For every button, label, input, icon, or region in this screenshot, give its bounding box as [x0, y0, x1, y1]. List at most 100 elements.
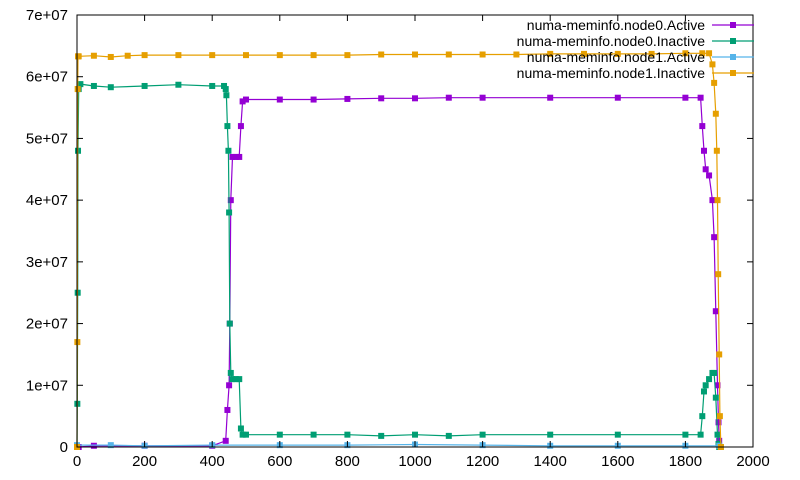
series-0	[74, 94, 724, 450]
data-point	[221, 82, 228, 89]
data-point	[310, 52, 317, 59]
data-point	[232, 153, 239, 160]
data-point	[547, 50, 554, 57]
data-point	[226, 209, 233, 216]
data-point	[226, 320, 233, 327]
y-tick-label: 3e+07	[26, 254, 68, 271]
data-point	[711, 234, 718, 241]
data-point	[226, 382, 233, 389]
data-point	[90, 442, 97, 449]
series-layer	[74, 50, 724, 450]
x-tick-label: 600	[267, 453, 292, 470]
data-point	[547, 94, 554, 101]
data-point	[225, 147, 232, 154]
data-point	[697, 94, 704, 101]
data-point	[479, 431, 486, 438]
x-tick-label: 1200	[466, 453, 499, 470]
data-point	[224, 406, 231, 413]
x-tick-label: 1800	[669, 453, 702, 470]
data-point	[344, 52, 351, 59]
x-tick-label: 2000	[736, 453, 769, 470]
data-point	[232, 376, 239, 383]
data-point	[276, 96, 283, 103]
data-point	[714, 382, 721, 389]
data-point	[209, 82, 216, 89]
data-point	[243, 96, 249, 103]
legend-swatch-point	[730, 22, 736, 28]
data-point	[709, 61, 716, 68]
data-point	[706, 376, 713, 383]
legend-swatch-point	[730, 38, 736, 44]
x-tick-label: 800	[335, 453, 360, 470]
data-point	[141, 82, 148, 89]
legend-label: numa-meminfo.node1.Active	[527, 49, 705, 65]
y-tick-label: 4e+07	[26, 192, 68, 209]
data-point	[702, 166, 709, 173]
data-point	[239, 431, 246, 438]
data-point	[378, 51, 385, 58]
data-point	[90, 52, 97, 59]
legend-swatch-point	[730, 70, 736, 76]
data-point	[700, 388, 707, 395]
data-point	[344, 431, 351, 438]
y-tick-label: 6e+07	[26, 69, 68, 86]
x-tick-label: 1400	[534, 453, 567, 470]
data-point	[713, 147, 720, 154]
data-point	[237, 123, 244, 130]
data-point	[243, 431, 249, 438]
data-point	[682, 431, 689, 438]
series-3	[74, 50, 724, 450]
data-point	[706, 172, 713, 179]
data-point	[614, 50, 621, 57]
data-point	[344, 95, 351, 102]
x-tick-label: 0	[73, 453, 81, 470]
data-point	[175, 52, 182, 59]
data-point	[716, 413, 723, 420]
data-point	[699, 50, 706, 57]
data-point	[77, 81, 84, 88]
data-point	[223, 92, 230, 99]
x-tick-label: 1600	[601, 453, 634, 470]
data-point	[706, 50, 713, 57]
data-point	[224, 123, 231, 130]
x-axis: 0 200 400 600 800 1000 1200 1400 1600 1800 2000	[73, 15, 770, 470]
data-point	[715, 271, 722, 278]
data-point	[229, 153, 236, 160]
data-point	[222, 86, 229, 93]
data-point	[445, 432, 452, 439]
series-line	[76, 52, 722, 448]
data-point	[711, 369, 718, 376]
data-point	[227, 197, 234, 204]
data-point	[239, 98, 246, 105]
data-point	[227, 369, 234, 376]
data-point	[700, 147, 707, 154]
data-point	[378, 432, 385, 439]
data-point	[237, 425, 244, 432]
data-point	[243, 52, 249, 59]
data-point	[479, 51, 486, 58]
data-point	[124, 52, 131, 59]
data-point	[715, 419, 722, 426]
series-line	[76, 83, 721, 448]
x-tick-label: 200	[132, 453, 157, 470]
data-point	[716, 437, 723, 444]
x-tick-label: 1000	[398, 453, 431, 470]
data-point	[712, 308, 719, 315]
data-point	[712, 394, 719, 401]
data-point	[276, 431, 283, 438]
data-point	[412, 95, 418, 102]
data-point	[445, 94, 452, 101]
data-point	[90, 82, 97, 89]
data-point	[276, 52, 283, 59]
legend-label: numa-meminfo.node1.Inactive	[517, 65, 706, 81]
data-point	[513, 51, 520, 58]
data-point	[310, 96, 317, 103]
data-point	[716, 351, 723, 358]
data-point	[209, 52, 216, 59]
legend-swatch-point	[730, 54, 736, 60]
y-tick-label: 2e+07	[26, 316, 68, 333]
data-point	[711, 79, 718, 86]
y-tick-label: 5e+07	[26, 130, 68, 147]
series-2	[74, 441, 724, 450]
